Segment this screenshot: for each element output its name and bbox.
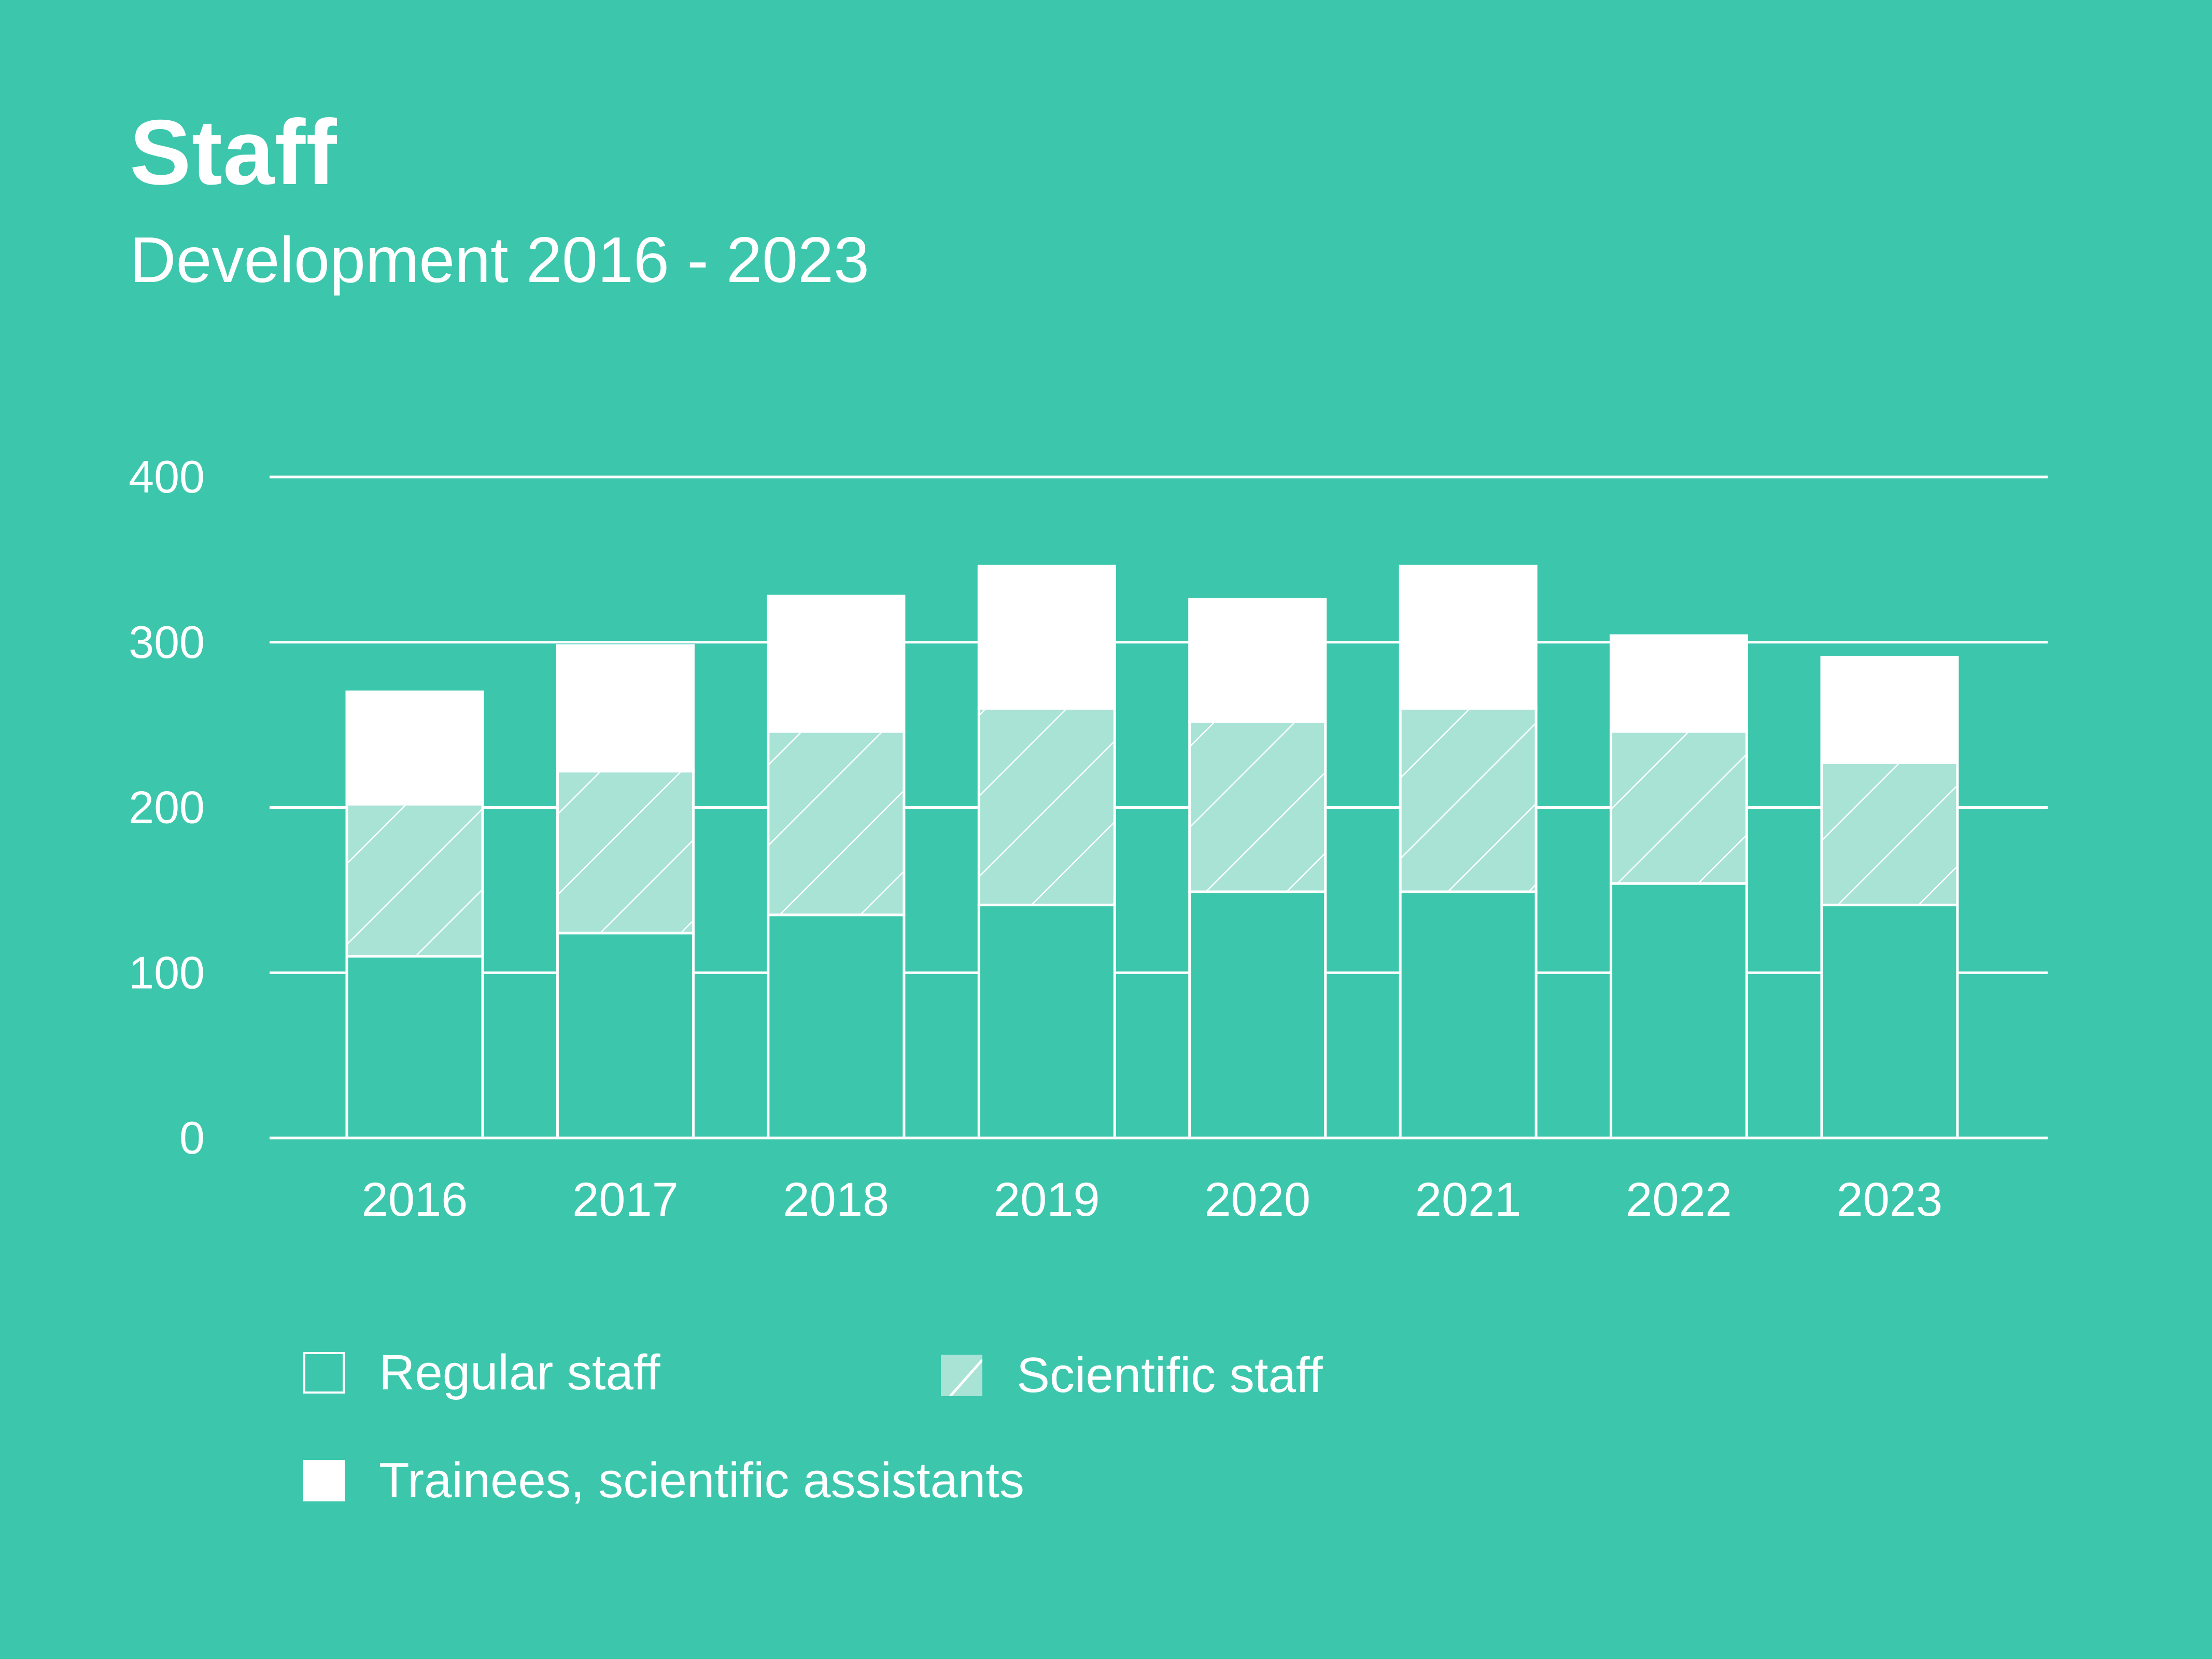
- bar-2023-regular-staff: [1820, 904, 1959, 1140]
- bar-2017-regular-staff: [556, 932, 695, 1140]
- x-tick-label-2016: 2016: [362, 1173, 468, 1226]
- legend-label-regular-staff: Regular staff: [379, 1345, 660, 1400]
- legend-swatch-trainees: [303, 1460, 345, 1501]
- y-tick-label-200: 200: [129, 782, 205, 833]
- bar-2019-regular-staff: [977, 904, 1116, 1140]
- bar-2016-scientific-staff: [345, 803, 484, 958]
- chart-subtitle: Development 2016 - 2023: [130, 224, 869, 296]
- bar-2018-regular-staff: [767, 913, 906, 1140]
- bar-2023-trainees-scientific-assistants: [1820, 655, 1959, 764]
- chart-title: Staff: [130, 101, 337, 204]
- legend-item-trainees: Trainees, scientific assistants: [303, 1456, 1024, 1506]
- x-tick-label-2018: 2018: [783, 1173, 890, 1226]
- bar-2021-trainees-scientific-assistants: [1399, 565, 1538, 710]
- legend-item-regular-staff: Regular staff: [303, 1348, 660, 1398]
- bar-2021-scientific-staff: [1399, 707, 1538, 893]
- bar-2023-scientific-staff: [1820, 761, 1959, 907]
- bar-2022-regular-staff: [1610, 882, 1749, 1140]
- x-tick-label-2021: 2021: [1415, 1173, 1521, 1226]
- bar-2017-trainees-scientific-assistants: [556, 644, 695, 772]
- bar-2018-scientific-staff: [767, 730, 906, 917]
- x-axis-ticks: 2016 2017 2018 2019 2020 2021 2022 2023: [362, 1173, 1943, 1226]
- x-tick-label-2019: 2019: [994, 1173, 1100, 1226]
- bar-2020-scientific-staff: [1188, 720, 1327, 893]
- y-tick-label-0: 0: [179, 1112, 205, 1163]
- x-tick-label-2023: 2023: [1837, 1173, 1943, 1226]
- x-tick-label-2017: 2017: [572, 1173, 679, 1226]
- bar-2018-trainees-scientific-assistants: [767, 595, 906, 733]
- bar-2016-regular-staff: [345, 954, 484, 1140]
- gridlines: [270, 475, 2048, 1140]
- bars: [345, 565, 1959, 1140]
- y-tick-label-400: 400: [129, 451, 205, 502]
- bar-2022-scientific-staff: [1610, 730, 1749, 885]
- bar-2022-trainees-scientific-assistants: [1610, 634, 1749, 733]
- bar-2020-trainees-scientific-assistants: [1188, 598, 1327, 723]
- y-tick-label-100: 100: [129, 947, 205, 998]
- y-tick-label-300: 300: [129, 616, 205, 668]
- bar-2017-scientific-staff: [556, 769, 695, 935]
- legend-item-scientific-staff: Scientific staff: [941, 1351, 1322, 1400]
- legend-label-scientific-staff: Scientific staff: [1017, 1347, 1323, 1403]
- x-tick-label-2022: 2022: [1626, 1173, 1732, 1226]
- legend-swatch-scientific-staff: [941, 1355, 982, 1396]
- y-axis-ticks: 0 100 200 300 400: [129, 451, 205, 1163]
- bar-2020-regular-staff: [1188, 890, 1327, 1140]
- x-tick-label-2020: 2020: [1204, 1173, 1311, 1226]
- legend-label-trainees: Trainees, scientific assistants: [379, 1453, 1024, 1508]
- bar-2016-trainees-scientific-assistants: [345, 690, 484, 806]
- bar-2019-scientific-staff: [977, 707, 1116, 907]
- bar-2021-regular-staff: [1399, 890, 1538, 1140]
- legend-swatch-regular-staff: [303, 1352, 345, 1394]
- bar-2019-trainees-scientific-assistants: [977, 565, 1116, 710]
